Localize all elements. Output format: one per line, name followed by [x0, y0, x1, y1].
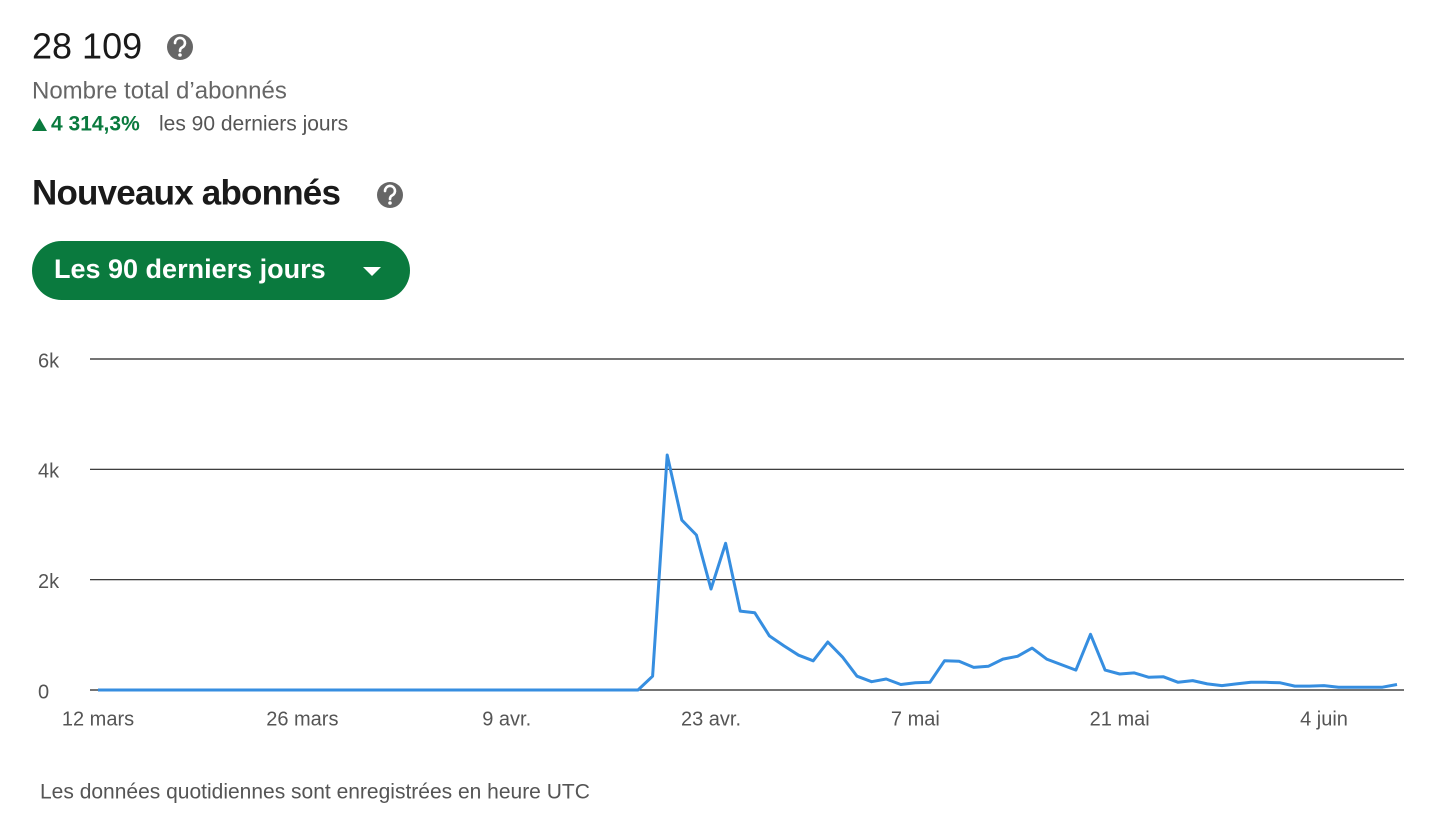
- y-tick-label: 4k: [38, 461, 60, 483]
- footnote: Les données quotidiennes sont enregistré…: [40, 781, 590, 804]
- x-tick-label: 9 avr.: [482, 708, 531, 730]
- y-tick-label: 6k: [38, 350, 60, 372]
- growth: 4 314,3%: [51, 113, 140, 136]
- x-tick-label: 7 mai: [891, 708, 940, 730]
- x-tick-label: 21 mai: [1090, 708, 1150, 730]
- section-title: Nouveaux abonnés: [32, 173, 340, 212]
- button-label[interactable]: Les 90 derniers jours: [54, 254, 326, 284]
- period-dropdown[interactable]: Les 90 derniers jours: [32, 241, 410, 300]
- total-label: Nombre total d’abonnés: [32, 77, 287, 104]
- data-line: [98, 453, 1398, 692]
- help-icon[interactable]: [377, 182, 403, 208]
- up-arrow: [32, 118, 47, 131]
- x-tick-label: 23 avr.: [681, 708, 741, 730]
- total-count: 28 109: [32, 26, 142, 67]
- button-bg[interactable]: [32, 241, 410, 300]
- x-tick-label: 4 juin: [1300, 708, 1348, 730]
- x-tick-label: 12 mars: [62, 708, 134, 730]
- caret[interactable]: [363, 267, 381, 276]
- x-tick-label: 26 mars: [266, 708, 338, 730]
- help-icon[interactable]: [167, 34, 193, 60]
- y-tick-label: 0: [38, 681, 49, 703]
- y-tick-label: 2k: [38, 571, 60, 593]
- growth-period: les 90 derniers jours: [159, 113, 348, 136]
